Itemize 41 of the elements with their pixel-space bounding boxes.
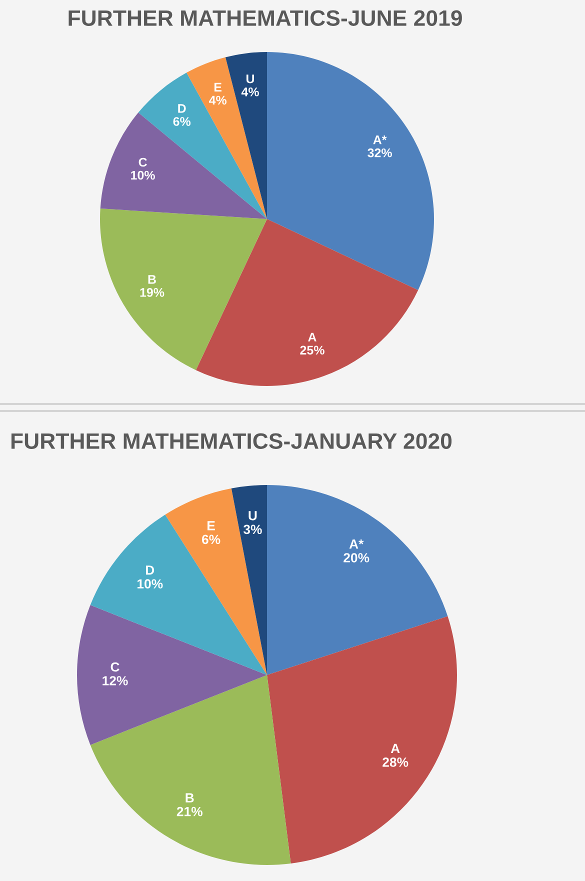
data-label: 20% — [344, 553, 370, 562]
slice-label: B — [148, 275, 156, 284]
data-label: 28% — [382, 758, 408, 767]
slice-label: C — [138, 158, 147, 167]
slice-label: B — [186, 793, 194, 802]
pie-slice — [100, 112, 267, 219]
slice-label: E — [214, 82, 222, 92]
pie-slice — [225, 52, 267, 219]
slice-label: U — [246, 74, 254, 84]
slice-label: E — [208, 521, 215, 530]
pie-slice — [231, 485, 267, 675]
data-label: 12% — [102, 676, 128, 686]
pie-slice — [267, 52, 434, 290]
slice-label: C — [110, 662, 120, 672]
slice-label: A* — [373, 136, 387, 144]
pie-slice — [165, 488, 267, 675]
slice-label: D — [178, 104, 186, 113]
slice-label: A — [390, 744, 400, 753]
chart-title: FURTHER MATHEMATICS-JUNE 2019 — [68, 10, 462, 26]
pie-slice — [100, 208, 267, 370]
data-label: 6% — [173, 117, 191, 126]
data-label: 19% — [140, 288, 164, 297]
data-label: 4% — [241, 87, 259, 96]
data-label: 10% — [131, 170, 155, 180]
data-label: 3% — [243, 524, 262, 534]
data-label: 4% — [208, 96, 227, 105]
slice-label: D — [146, 566, 154, 575]
chart-title: FURTHER MATHEMATICS-JANUARY 2020 — [11, 433, 452, 449]
data-label: 21% — [176, 806, 202, 816]
data-label: 6% — [202, 534, 220, 544]
pie-slice — [77, 605, 267, 745]
pie-slice — [196, 219, 418, 386]
data-label: 10% — [138, 579, 163, 589]
pie-slice — [267, 616, 457, 864]
slice-label: A — [308, 332, 316, 342]
pie-slice — [267, 485, 448, 675]
slice-label: U — [248, 511, 257, 520]
slice-label: A* — [349, 539, 364, 549]
pie-slice — [90, 675, 291, 865]
data-label: 25% — [300, 346, 324, 355]
data-label: 32% — [368, 148, 392, 158]
